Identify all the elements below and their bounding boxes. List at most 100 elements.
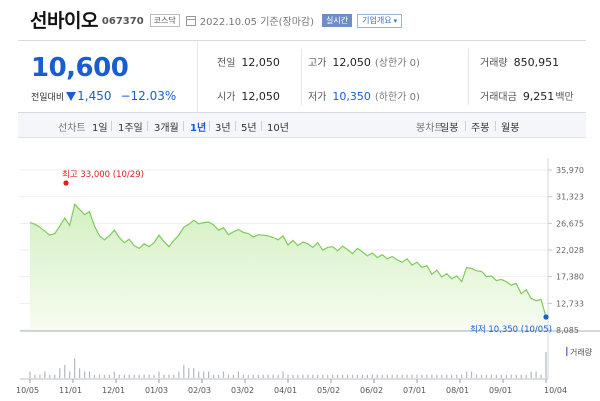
volume-bar xyxy=(292,374,294,378)
volume-bar xyxy=(69,371,71,378)
volume-bar xyxy=(168,374,170,378)
volume-bar xyxy=(411,374,413,378)
period-tab-1w[interactable]: 1주일 xyxy=(118,123,143,134)
volume-bar xyxy=(332,374,334,378)
volume-bar xyxy=(247,374,249,378)
change-row: 전일대비 1,450 −12.03% xyxy=(31,89,176,103)
volume-bar xyxy=(222,371,225,378)
volume-legend-icon xyxy=(566,347,568,356)
volume-bar xyxy=(277,374,279,378)
volume-bar xyxy=(143,374,145,378)
period-tab-5y[interactable]: 5년 xyxy=(241,123,257,134)
x-tick-label: 05/02 xyxy=(317,386,340,395)
volume-bar xyxy=(535,371,537,378)
low-price-label: 최저 10,350 (10/05) xyxy=(470,324,552,335)
prev-close-cell: 전일 12,050 xyxy=(217,54,280,69)
divider xyxy=(301,49,302,105)
volume-bar xyxy=(108,374,110,378)
volume-bar xyxy=(545,352,547,378)
y-tick-label: 26,675 xyxy=(556,219,584,228)
change-label: 전일대비 xyxy=(31,92,65,103)
candle-tab-weekly[interactable]: 주봉 xyxy=(471,123,490,134)
volume-bar xyxy=(113,371,115,378)
volume-bar xyxy=(386,374,388,378)
volume-bar xyxy=(312,374,314,378)
period-tab-1y[interactable]: 1년 xyxy=(190,123,207,134)
market-badge: 코스닥 xyxy=(149,14,180,27)
volume-bar xyxy=(232,374,235,378)
volume-bar xyxy=(173,374,175,378)
volume-bar xyxy=(317,374,319,378)
tab-divider xyxy=(495,121,496,131)
down-triangle-icon xyxy=(66,91,77,101)
volume-bar xyxy=(510,374,512,378)
volume-bar xyxy=(446,374,448,378)
volume-label: 거래량 xyxy=(480,58,508,69)
extreme-markers: 최고 33,000 (10/29) 최저 10,350 (10/05) xyxy=(62,169,552,335)
volume-bar xyxy=(59,368,61,378)
volume-bar xyxy=(436,374,438,378)
change-percent: −12.03% xyxy=(120,89,177,103)
volume-cell: 거래량 850,951 xyxy=(480,54,559,69)
open-label: 시가 xyxy=(217,92,236,103)
candle-tab-daily[interactable]: 일봉 xyxy=(440,123,459,134)
open-cell: 시가 12,050 xyxy=(217,88,280,103)
volume-bar xyxy=(441,374,443,378)
tab-divider xyxy=(235,121,236,131)
price-chart[interactable]: 거래량 35,970 31,323 26,675 22,028 17,380 12,733… xyxy=(0,150,600,401)
volume-bar xyxy=(93,374,96,378)
price-chart-svg[interactable]: 거래량 35,970 31,323 26,675 22,028 17,380 12,733… xyxy=(0,150,600,401)
low-point-marker xyxy=(543,314,549,320)
volume-bars: 거래량 xyxy=(29,347,593,378)
high-value: 12,050 xyxy=(332,56,371,69)
volume-bar xyxy=(505,374,507,378)
volume-bar xyxy=(188,368,190,378)
volume-label: 거래량 xyxy=(570,347,593,357)
tab-divider xyxy=(111,121,112,131)
candle-tab-monthly[interactable]: 월봉 xyxy=(501,123,520,134)
volume-bar xyxy=(242,374,244,378)
volume-bar xyxy=(98,374,101,378)
volume-bar xyxy=(540,374,542,378)
volume-bar xyxy=(480,374,483,378)
volume-bar xyxy=(208,371,210,378)
volume-bar xyxy=(396,374,398,378)
volume-bar xyxy=(103,374,106,378)
volume-bar xyxy=(44,371,46,378)
volume-bar xyxy=(470,371,473,378)
x-tick-label: 08/01 xyxy=(446,386,469,395)
period-tab-10y[interactable]: 10년 xyxy=(267,123,289,134)
volume-bar xyxy=(525,374,527,378)
stock-name: 선바이오 xyxy=(30,9,98,32)
volume-bar xyxy=(500,374,502,378)
y-axis-ticks: 35,970 31,323 26,675 22,028 17,380 12,733 8,08… xyxy=(556,166,584,335)
volume-bar xyxy=(426,374,428,378)
trade-amount-label: 거래대금 xyxy=(480,92,517,103)
volume-bar xyxy=(322,374,324,378)
x-tick-label: 12/01 xyxy=(102,386,125,395)
company-overview-button[interactable]: 기업개요 ▾ xyxy=(357,13,403,28)
volume-bar xyxy=(49,374,51,378)
volume-bar xyxy=(237,371,239,378)
volume-bar xyxy=(431,374,433,378)
chevron-down-icon: ▾ xyxy=(393,16,398,25)
volume-bar xyxy=(123,374,125,378)
volume-value: 850,951 xyxy=(513,56,560,69)
volume-bar xyxy=(475,374,478,378)
x-tick-label: 11/01 xyxy=(59,386,82,395)
period-tab-3m[interactable]: 3개월 xyxy=(154,123,179,134)
period-tab-1d[interactable]: 1일 xyxy=(92,123,108,134)
volume-bar xyxy=(282,371,284,378)
volume-bar xyxy=(371,374,373,378)
x-tick-label: 02/03 xyxy=(188,386,211,395)
volume-bar xyxy=(29,371,31,378)
volume-bar xyxy=(307,374,309,378)
period-tab-3y[interactable]: 3년 xyxy=(215,123,231,134)
candle-chart-label: 봉차트 xyxy=(416,123,444,134)
realtime-button[interactable]: 실시간 xyxy=(322,14,353,27)
trade-amount-unit: 백만 xyxy=(555,92,574,103)
high-cell: 고가 12,050 (상한가 0) xyxy=(308,54,420,69)
volume-bar xyxy=(406,374,408,378)
volume-bar xyxy=(212,374,215,378)
volume-bar xyxy=(461,374,463,378)
